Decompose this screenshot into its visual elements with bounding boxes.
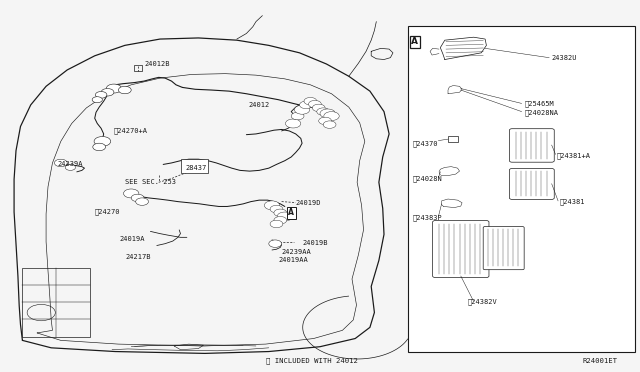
Text: 24382U: 24382U [552, 55, 577, 61]
Text: 24019A: 24019A [119, 236, 145, 242]
Circle shape [323, 121, 336, 128]
FancyBboxPatch shape [433, 221, 489, 278]
Circle shape [92, 97, 102, 103]
Bar [22, 268, 90, 337]
Circle shape [270, 205, 283, 213]
Text: ※24028NA: ※24028NA [525, 109, 559, 116]
Circle shape [319, 117, 332, 125]
Circle shape [94, 137, 111, 146]
Circle shape [312, 104, 325, 112]
Text: ※24270: ※24270 [95, 209, 120, 215]
Circle shape [264, 201, 280, 210]
Circle shape [274, 217, 287, 224]
Text: 24019B: 24019B [302, 240, 328, 246]
Circle shape [294, 105, 310, 114]
Circle shape [101, 89, 114, 96]
Bar [134, 65, 142, 71]
Circle shape [65, 164, 76, 170]
Circle shape [131, 194, 144, 202]
Text: 24019D: 24019D [296, 200, 321, 206]
Circle shape [324, 112, 339, 121]
Circle shape [285, 119, 301, 128]
Text: A: A [412, 37, 418, 46]
Circle shape [274, 209, 287, 217]
Circle shape [270, 220, 283, 228]
Text: ※24382V: ※24382V [467, 299, 497, 305]
Text: 24239A: 24239A [58, 161, 83, 167]
Circle shape [136, 198, 148, 205]
Circle shape [106, 84, 122, 93]
Text: 28437: 28437 [186, 165, 207, 171]
Circle shape [300, 101, 312, 109]
Text: 24217B: 24217B [125, 254, 151, 260]
Circle shape [269, 240, 282, 247]
Circle shape [124, 189, 139, 198]
Text: ※24381+A: ※24381+A [557, 152, 591, 159]
Circle shape [291, 112, 304, 120]
Text: 24019AA: 24019AA [278, 257, 308, 263]
Text: 24012B: 24012B [144, 61, 170, 67]
Text: 24012: 24012 [248, 102, 269, 108]
FancyBboxPatch shape [509, 129, 554, 162]
Circle shape [95, 92, 107, 98]
Circle shape [277, 212, 292, 221]
Circle shape [304, 97, 317, 105]
Circle shape [308, 100, 321, 108]
Text: ※ INCLUDED WITH 24012: ※ INCLUDED WITH 24012 [266, 357, 358, 364]
Text: ※25465M: ※25465M [525, 101, 554, 108]
Circle shape [317, 108, 330, 115]
Text: SEE SEC. 253: SEE SEC. 253 [125, 179, 176, 185]
FancyBboxPatch shape [181, 159, 208, 173]
Circle shape [93, 143, 106, 151]
Text: A: A [288, 208, 294, 217]
Bar [408, 26, 635, 352]
Circle shape [54, 159, 67, 167]
Text: R24001ET: R24001ET [582, 358, 618, 364]
Circle shape [320, 109, 335, 118]
Circle shape [118, 86, 131, 94]
FancyBboxPatch shape [509, 169, 554, 199]
Text: ※24370: ※24370 [413, 140, 438, 147]
Bar [448, 136, 458, 142]
Text: ※24028N: ※24028N [413, 175, 442, 182]
FancyBboxPatch shape [483, 227, 524, 270]
Text: ※24381: ※24381 [560, 198, 586, 205]
Text: ※24270+A: ※24270+A [114, 128, 148, 134]
Text: 24239AA: 24239AA [282, 249, 311, 255]
Text: ※24383P: ※24383P [413, 214, 442, 221]
